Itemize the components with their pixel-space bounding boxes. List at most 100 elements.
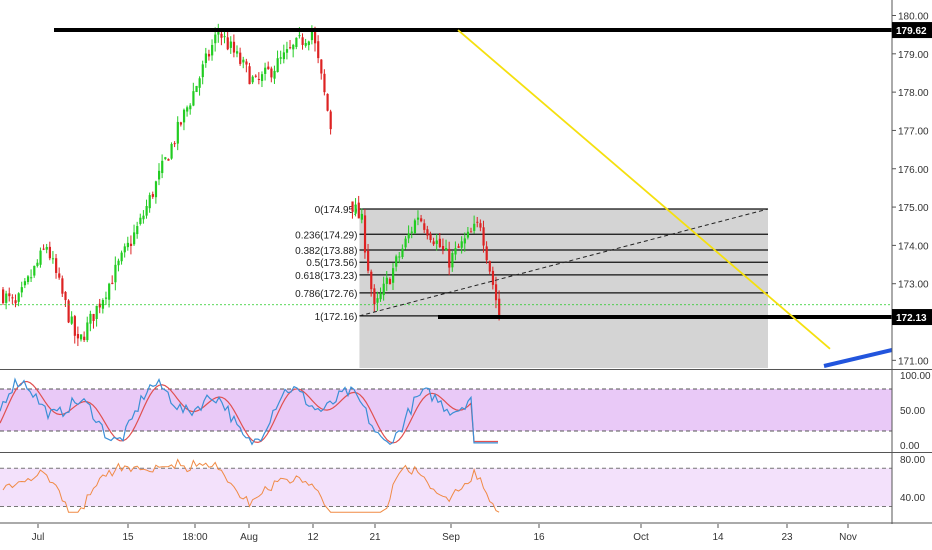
rsi-line (2, 458, 500, 513)
candle (488, 260, 491, 275)
candle (179, 121, 183, 127)
candle (17, 292, 20, 307)
date-tick-label: 14 (712, 532, 724, 543)
fibonacci-diagonal (359, 208, 769, 317)
candle (83, 331, 86, 343)
candle (30, 269, 33, 283)
candle (123, 243, 126, 258)
stochastic-k-line (0, 377, 498, 446)
price-badge (892, 309, 932, 326)
candle (201, 60, 204, 85)
candle (145, 199, 148, 219)
candle (195, 85, 198, 93)
candle (482, 220, 485, 253)
candle (161, 154, 164, 179)
fibonacci-box (359, 208, 768, 368)
candle (401, 244, 404, 260)
candle (285, 41, 289, 60)
candle (207, 49, 211, 61)
price-tick-label: 180.00 (898, 11, 929, 22)
price-badge-label: 179.62 (896, 26, 927, 37)
candle (307, 40, 310, 51)
candle (170, 142, 173, 160)
candle (8, 287, 11, 302)
price-tick-label: 176.00 (898, 165, 929, 176)
price-tick-label: 175.00 (898, 203, 929, 214)
candle (270, 66, 273, 83)
date-tick-label: Jul (32, 532, 45, 543)
candle (448, 241, 451, 276)
candle (217, 23, 220, 43)
candle (432, 237, 435, 246)
candle (64, 291, 67, 307)
candle (260, 71, 264, 88)
candle (114, 256, 117, 291)
candle (379, 287, 382, 302)
candle (251, 75, 254, 85)
candle (136, 221, 139, 239)
candle (479, 219, 482, 232)
candle (61, 275, 64, 298)
price-pane: 0(174.95) 0.236(174.29) 0.382(173.88)0.5(1… (0, 23, 893, 368)
candle (485, 241, 488, 264)
candle (473, 215, 476, 234)
candle (404, 236, 407, 250)
date-tick-label: 23 (781, 532, 793, 543)
candle (5, 290, 8, 310)
candle (398, 251, 401, 264)
stochastic-d-line (0, 380, 498, 444)
candle (11, 294, 14, 305)
candle (98, 298, 101, 314)
candle (86, 316, 89, 343)
candle (142, 210, 145, 224)
candle (239, 47, 242, 66)
fibonacci-level-label: 0.236(174.29) (295, 230, 357, 241)
candle (182, 108, 186, 131)
candle (58, 267, 61, 280)
rsi-pane (0, 458, 892, 513)
candle (151, 191, 154, 199)
candle (392, 262, 395, 290)
blue-channel-line (823, 348, 893, 368)
candle (55, 253, 58, 279)
candle (289, 39, 292, 50)
candle (354, 198, 357, 217)
candle (42, 244, 45, 251)
candle (245, 58, 248, 73)
candle (45, 243, 48, 254)
price-tick-label: 179.00 (898, 50, 929, 61)
candle (95, 305, 98, 327)
candle (226, 30, 229, 51)
yellow-trendline (457, 29, 831, 350)
candle (407, 225, 410, 244)
date-tick-label: 21 (369, 532, 381, 543)
candle (413, 218, 417, 235)
rsi-band (0, 468, 892, 507)
candle (89, 310, 92, 332)
candle (264, 62, 267, 81)
candle (158, 163, 161, 186)
candle (189, 103, 192, 115)
candle (382, 276, 385, 301)
candle (267, 61, 270, 70)
candle (111, 275, 114, 285)
fibonacci-level-label: 1(172.16) (315, 312, 358, 323)
candle (367, 243, 370, 274)
candle (48, 241, 51, 261)
candle (36, 259, 39, 268)
date-tick-label: 16 (533, 532, 545, 543)
candle (435, 234, 438, 251)
stochastic-tick-label: 50.00 (900, 406, 925, 417)
candle (167, 158, 170, 161)
candle (133, 224, 136, 246)
candle (326, 93, 329, 112)
candle (26, 275, 30, 285)
candle (2, 286, 5, 305)
candle (301, 33, 304, 50)
candle (457, 243, 460, 249)
candle (273, 65, 276, 84)
candle (229, 36, 232, 54)
candle (73, 314, 76, 344)
candle (363, 209, 367, 259)
candle (429, 231, 432, 243)
